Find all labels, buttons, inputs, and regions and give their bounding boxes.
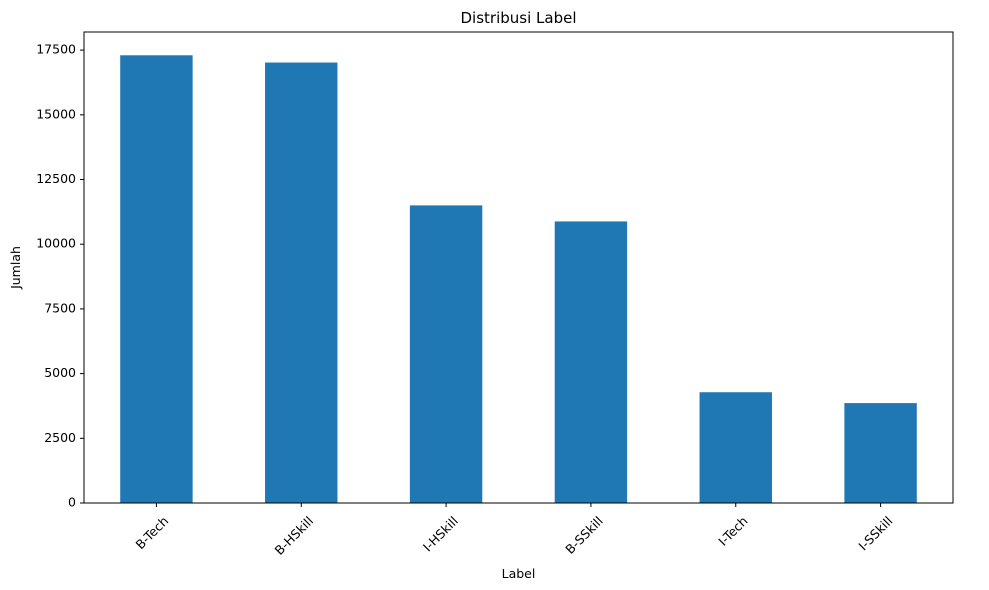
y-tick-label: 12500: [36, 171, 76, 186]
x-tick-label: I-HSkill: [420, 513, 461, 554]
bar-b-tech: [120, 55, 193, 504]
bar-i-sskill: [844, 403, 917, 503]
plot-frame: [83, 31, 954, 504]
bars-layer: [120, 55, 917, 504]
y-tick-label: 7500: [44, 300, 76, 315]
x-tick-label: I-Tech: [715, 513, 750, 548]
bar-i-hskill: [409, 205, 483, 503]
chart-title: Distribusi Label: [461, 9, 577, 27]
x-tick-label: B-SSkill: [562, 513, 606, 557]
y-tick-label: 5000: [44, 365, 76, 380]
x-axis-ticks: B-Tech B-HSkill I-HSkill B-SSkill I-Tech I-SS…: [132, 503, 895, 558]
x-tick-label: I-SSkill: [855, 513, 895, 553]
y-tick-label: 2500: [44, 430, 76, 445]
bar-b-hskill: [265, 62, 338, 504]
y-tick-label: 17500: [36, 42, 76, 57]
y-tick-label: 10000: [36, 236, 76, 251]
y-axis-label: Jumlah: [8, 246, 23, 290]
y-tick-label: 0: [68, 495, 76, 510]
y-axis-ticks: 0 2500 5000 7500 10000 12500 15000 17500: [36, 42, 84, 510]
y-tick-label: 15000: [36, 106, 76, 121]
bar-i-tech: [699, 392, 772, 503]
x-tick-label: B-Tech: [132, 513, 171, 552]
bar-b-sskill: [554, 221, 628, 503]
x-tick-label: B-HSkill: [272, 513, 317, 558]
x-axis-label: Label: [502, 566, 536, 581]
